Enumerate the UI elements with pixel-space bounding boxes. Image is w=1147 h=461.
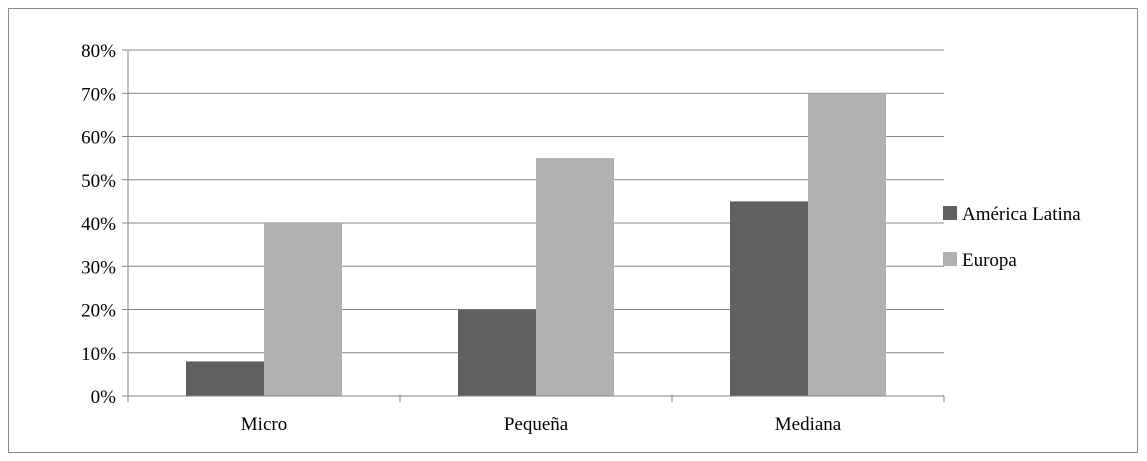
legend-label: Europa bbox=[962, 250, 1017, 271]
x-tick-label: Mediana bbox=[775, 414, 842, 435]
y-tick-label: 60% bbox=[81, 128, 116, 149]
y-tick-label: 80% bbox=[81, 41, 116, 62]
bars bbox=[186, 93, 886, 396]
legend-label: América Latina bbox=[962, 204, 1081, 225]
y-tick-label: 20% bbox=[81, 301, 116, 322]
legend: América Latina Europa bbox=[943, 204, 1081, 271]
x-tick-labels: Micro Pequeña Mediana bbox=[241, 414, 842, 435]
y-tick-label: 70% bbox=[81, 84, 116, 105]
x-tick-label: Micro bbox=[241, 414, 287, 435]
chart-frame: 0% 10% 20% 30% 40% 50% 60% 70% 80% Micro Pequeña M… bbox=[8, 8, 1138, 453]
y-tick-label: 50% bbox=[81, 171, 116, 192]
bar bbox=[536, 158, 614, 396]
y-tick-label: 10% bbox=[81, 344, 116, 365]
bar bbox=[730, 201, 808, 396]
x-tick-label: Pequeña bbox=[504, 414, 569, 435]
bar bbox=[186, 361, 264, 396]
y-tick-label: 40% bbox=[81, 214, 116, 235]
bar-chart: 0%10%20%30%40%50%60%70%80% Micro Pequeña M… bbox=[81, 41, 1081, 435]
legend-swatch bbox=[943, 252, 957, 266]
y-tick-label: 0% bbox=[91, 387, 117, 408]
bar bbox=[264, 223, 342, 396]
bar bbox=[458, 309, 536, 396]
axes bbox=[122, 49, 945, 402]
legend-swatch bbox=[943, 206, 957, 220]
bar bbox=[808, 93, 886, 396]
y-tick-labels: 0% 10% 20% 30% 40% 50% 60% 70% 80% bbox=[81, 41, 116, 408]
y-tick-label: 30% bbox=[81, 257, 116, 278]
